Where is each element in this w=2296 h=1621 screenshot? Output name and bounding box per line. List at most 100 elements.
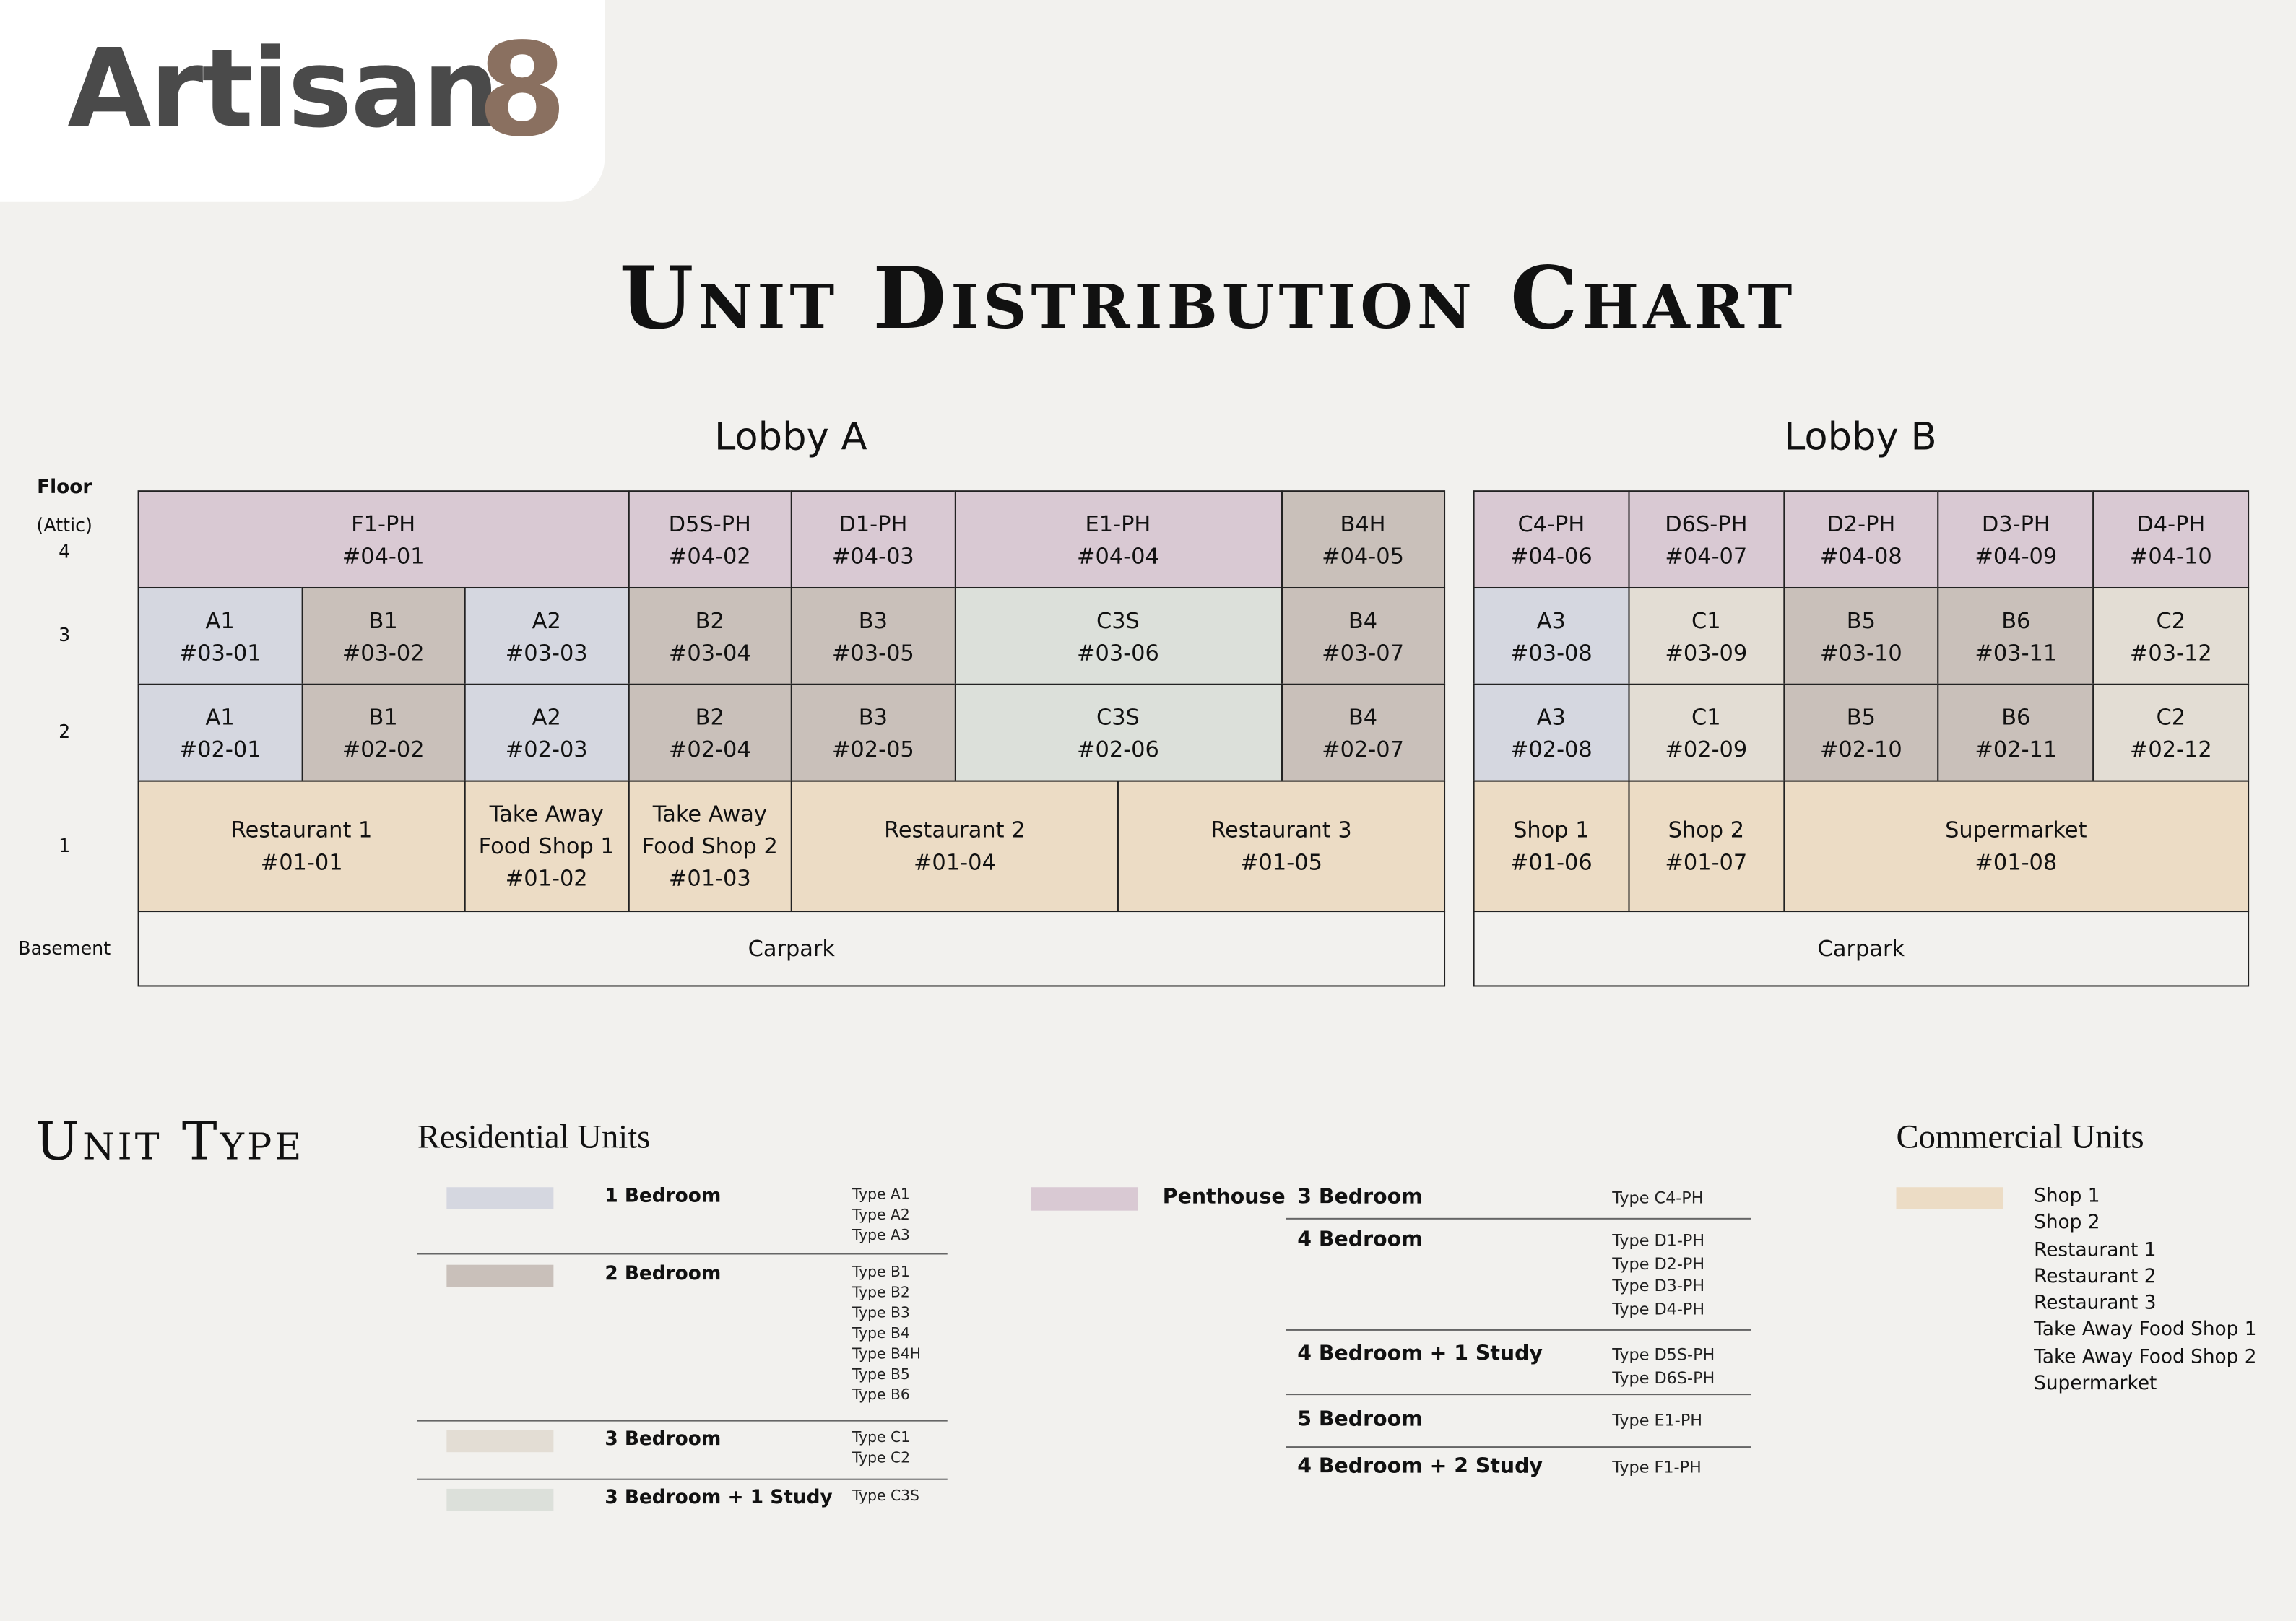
commercial-item: Take Away Food Shop 2	[2034, 1346, 2257, 1369]
divider	[1286, 1446, 1751, 1448]
type-item: Type C2	[852, 1451, 911, 1467]
unit-cell: B1 #02-02	[300, 683, 466, 782]
unit-type: B2	[695, 607, 724, 633]
unit-number: #02-03	[505, 735, 588, 762]
type-list: Type E1-PH	[1612, 1409, 1702, 1432]
unit-type: C1	[1691, 607, 1721, 633]
unit-cell: A2 #02-03	[464, 683, 629, 782]
unit-number: #02-05	[831, 735, 914, 762]
unit-type: B3	[858, 703, 888, 730]
unit-type: B4	[1348, 607, 1378, 633]
unit-type: Shop 2	[1668, 817, 1745, 843]
unit-number: #03-05	[831, 638, 914, 666]
type-item: Type A1	[852, 1187, 910, 1204]
unit-number: #04-02	[668, 542, 751, 569]
swatch	[1896, 1187, 2003, 1209]
type-item: Type D3-PH	[1612, 1276, 1705, 1296]
unit-number: #02-01	[178, 735, 261, 762]
unit-type: Supermarket	[1945, 817, 2087, 843]
unit-number: #03-10	[1819, 638, 1902, 666]
swatch	[446, 1264, 554, 1287]
type-item: Type D6S-PH	[1612, 1368, 1715, 1387]
unit-number: #04-01	[342, 542, 425, 569]
unit-number: #01-03	[668, 865, 751, 892]
unit-number: #01-04	[913, 848, 996, 876]
unit-cell: C3S #03-06	[953, 586, 1283, 685]
group-label: 3 Bedroom	[605, 1428, 722, 1451]
unit-number: #01-06	[1509, 848, 1593, 876]
floor-label-line: Basement	[18, 936, 111, 958]
unit-number: #02-07	[1322, 735, 1404, 762]
unit-type: B1	[368, 607, 398, 633]
unit-type: B6	[2001, 607, 2031, 633]
unit-cell: D6S-PH #04-07	[1628, 490, 1785, 589]
unit-type: E1-PH	[1085, 510, 1151, 537]
unit-number: #02-02	[342, 735, 425, 762]
unit-type: F1-PH	[351, 510, 416, 537]
unit-number: #02-10	[1819, 735, 1902, 762]
floor-label-line: 4	[59, 540, 71, 562]
type-item: Type B5	[852, 1367, 910, 1383]
group-label: 2 Bedroom	[605, 1263, 722, 1286]
floor-header: Floor	[37, 477, 92, 500]
unit-type: A1	[205, 607, 235, 633]
unit-type: C3S	[1096, 703, 1140, 730]
unit-type: Take Away Food Shop 2	[641, 800, 778, 860]
unit-number: #03-03	[505, 638, 588, 666]
unit-number: #03-06	[1077, 638, 1159, 666]
unit-cell: C3S #02-06	[953, 683, 1283, 782]
unit-cell: A2 #03-03	[464, 586, 629, 685]
group-label: 4 Bedroom + 1 Study	[1297, 1342, 1543, 1366]
lobby-name: Lobby A	[714, 415, 867, 460]
type-item: Type B2	[852, 1285, 910, 1302]
commercial-item: Take Away Food Shop 1	[2034, 1319, 2257, 1342]
swatch	[446, 1430, 554, 1453]
type-list: Type D5S-PH Type D6S-PH	[1612, 1344, 1715, 1389]
unit-number: #04-07	[1665, 542, 1748, 569]
commercial-item: Supermarket	[2034, 1373, 2157, 1396]
unit-cell: F1-PH #04-01	[137, 490, 629, 589]
type-item: Type A3	[852, 1228, 910, 1245]
type-item: Type C4-PH	[1612, 1188, 1704, 1208]
type-item: Type B4	[852, 1326, 910, 1343]
unit-type: A3	[1536, 703, 1566, 730]
unit-number: #04-10	[2129, 542, 2212, 569]
type-list: Type C3S	[852, 1487, 919, 1508]
unit-number: #02-09	[1665, 735, 1748, 762]
unit-type: Carpark	[748, 935, 836, 962]
unit-type: C2	[2156, 607, 2186, 633]
unit-cell: B2 #03-04	[627, 586, 792, 685]
unit-cell: D1-PH #04-03	[790, 490, 956, 589]
unit-type: Shop 1	[1513, 817, 1590, 843]
unit-cell: B4 #02-07	[1280, 683, 1446, 782]
unit-number: #03-02	[342, 638, 425, 666]
unit-number: #04-09	[1975, 542, 2058, 569]
unit-type: Take Away Food Shop 1	[478, 800, 615, 860]
unit-cell: B5 #03-10	[1782, 586, 1940, 685]
unit-number: #04-04	[1077, 542, 1159, 569]
unit-cell: D2-PH #04-08	[1782, 490, 1940, 589]
unit-number: #01-01	[260, 848, 343, 876]
unit-cell: Shop 2 #01-07	[1628, 780, 1785, 913]
unit-type: Carpark	[1817, 935, 1905, 962]
group-label: 3 Bedroom + 1 Study	[605, 1487, 833, 1510]
swatch	[1031, 1187, 1138, 1211]
unit-type: Restaurant 2	[884, 817, 1026, 843]
floor-label-line: 1	[59, 833, 71, 856]
type-list: Type C1 Type C2	[852, 1429, 910, 1470]
unit-number: #03-09	[1665, 638, 1748, 666]
unit-cell: A1 #02-01	[137, 683, 303, 782]
unit-type: C4-PH	[1517, 510, 1585, 537]
type-item: Type B4H	[852, 1347, 922, 1363]
unit-type: B1	[368, 703, 398, 730]
unit-number: #01-05	[1240, 848, 1322, 876]
group-label: 4 Bedroom + 2 Study	[1297, 1455, 1543, 1479]
floor-label: (Attic) 4	[0, 513, 129, 565]
unit-type: B5	[1846, 607, 1876, 633]
unit-number: #03-04	[668, 638, 751, 666]
unit-cell: A1 #03-01	[137, 586, 303, 685]
type-item: Type D1-PH	[1612, 1231, 1705, 1251]
group-label: 3 Bedroom	[1297, 1186, 1423, 1209]
unit-number: #03-07	[1322, 638, 1404, 666]
